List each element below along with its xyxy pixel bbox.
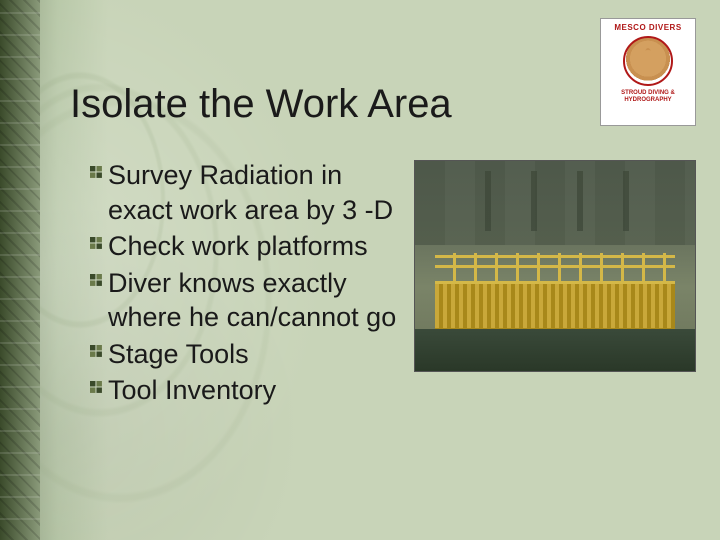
photo-pool: [415, 329, 695, 371]
bullet-text: Check work platforms: [108, 229, 368, 264]
list-item: Tool Inventory: [90, 373, 405, 408]
list-item: Diver knows exactly where he can/cannot …: [90, 266, 405, 335]
bullet-list: Survey Radiation in exact work area by 3…: [90, 158, 405, 410]
logo-emblem: [623, 36, 673, 86]
list-item: Survey Radiation in exact work area by 3…: [90, 158, 405, 227]
list-item: Check work platforms: [90, 229, 405, 264]
company-logo: MESCO DIVERS STROUD DIVING & HYDROGRAPHY: [600, 18, 696, 126]
photo-pipes: [445, 171, 665, 231]
photo-platform: [435, 281, 675, 331]
bullet-text: Diver knows exactly where he can/cannot …: [108, 266, 405, 335]
bullet-icon: [90, 274, 108, 287]
bullet-text: Stage Tools: [108, 337, 249, 372]
logo-top-text: MESCO DIVERS: [614, 23, 681, 32]
bullet-text: Tool Inventory: [108, 373, 276, 408]
slide-title: Isolate the Work Area: [70, 82, 452, 127]
decorative-left-strip: [0, 0, 40, 540]
work-area-photo: [414, 160, 696, 372]
bullet-icon: [90, 237, 108, 250]
logo-bottom-text: STROUD DIVING & HYDROGRAPHY: [605, 90, 691, 103]
bullet-icon: [90, 345, 108, 358]
list-item: Stage Tools: [90, 337, 405, 372]
bullet-text: Survey Radiation in exact work area by 3…: [108, 158, 405, 227]
photo-railing: [435, 253, 675, 281]
bullet-icon: [90, 166, 108, 179]
bullet-icon: [90, 381, 108, 394]
